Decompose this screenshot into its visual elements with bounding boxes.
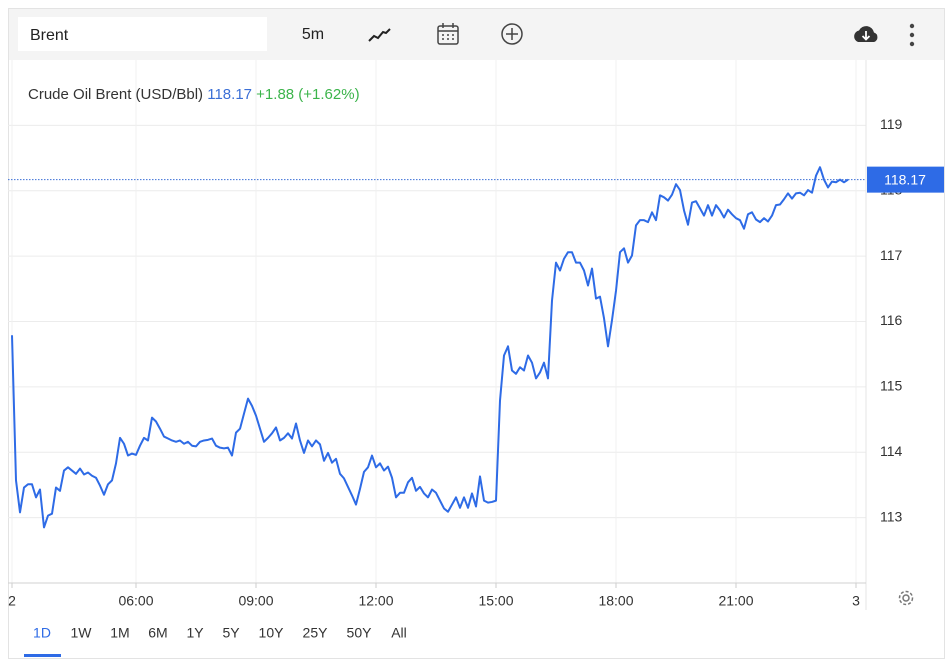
y-tick-label: 116 xyxy=(880,312,903,328)
menu-icon[interactable] xyxy=(909,23,915,47)
price-line xyxy=(11,166,849,529)
header-price: 118.17 xyxy=(207,86,252,103)
range-button[interactable]: 10Y xyxy=(259,625,285,641)
x-tick-label: 2 xyxy=(8,593,16,609)
interval-button[interactable]: 5m xyxy=(302,26,324,43)
y-tick-label: 119 xyxy=(880,116,903,132)
x-tick-label: 21:00 xyxy=(718,593,753,609)
x-tick-label: 3 xyxy=(852,593,860,609)
range-button[interactable]: 50Y xyxy=(347,625,373,641)
plot: 113114115116117118119206:0009:0012:0015:… xyxy=(8,116,944,609)
range-button[interactable]: 5Y xyxy=(222,625,240,641)
search-box[interactable] xyxy=(18,17,267,51)
y-tick-label: 113 xyxy=(880,508,903,524)
grid xyxy=(8,60,866,588)
x-tick-label: 15:00 xyxy=(478,593,513,609)
y-tick-label: 114 xyxy=(880,443,903,459)
last-price-tag xyxy=(867,166,944,193)
range-underline xyxy=(24,654,61,657)
range-button[interactable]: 1Y xyxy=(186,625,204,641)
range-button[interactable]: 25Y xyxy=(303,625,329,641)
download-icon[interactable] xyxy=(854,26,878,42)
range-button[interactable]: 1M xyxy=(110,625,129,641)
header-change: +1.88 (+1.62%) xyxy=(256,86,359,103)
range-button[interactable]: All xyxy=(391,625,407,641)
calendar-icon[interactable] xyxy=(437,23,459,45)
settings-icon[interactable] xyxy=(898,590,914,606)
range-button[interactable]: 1D xyxy=(33,625,51,641)
y-tick-label: 117 xyxy=(880,247,903,263)
y-tick-label: 115 xyxy=(880,378,903,394)
search-text[interactable]: Brent xyxy=(30,27,69,44)
chart-header: Crude Oil Brent (USD/Bbl) 118.17 +1.88 (… xyxy=(28,86,360,103)
range-button[interactable]: 1W xyxy=(71,625,93,641)
line-type-icon[interactable] xyxy=(368,28,391,42)
x-tick-label: 18:00 xyxy=(598,593,633,609)
last-price-label: 118.17 xyxy=(884,171,926,187)
range-selector: 1D 1W 1M 6M 1Y 5Y 10Y 25Y 50Y All xyxy=(24,625,407,657)
add-indicator-icon[interactable] xyxy=(501,23,523,45)
chart-title: Crude Oil Brent (USD/Bbl) xyxy=(28,86,203,103)
range-button[interactable]: 6M xyxy=(148,625,167,641)
widget-frame xyxy=(8,8,945,659)
x-tick-label: 09:00 xyxy=(238,593,273,609)
x-tick-label: 12:00 xyxy=(358,593,393,609)
x-tick-label: 06:00 xyxy=(118,593,153,609)
